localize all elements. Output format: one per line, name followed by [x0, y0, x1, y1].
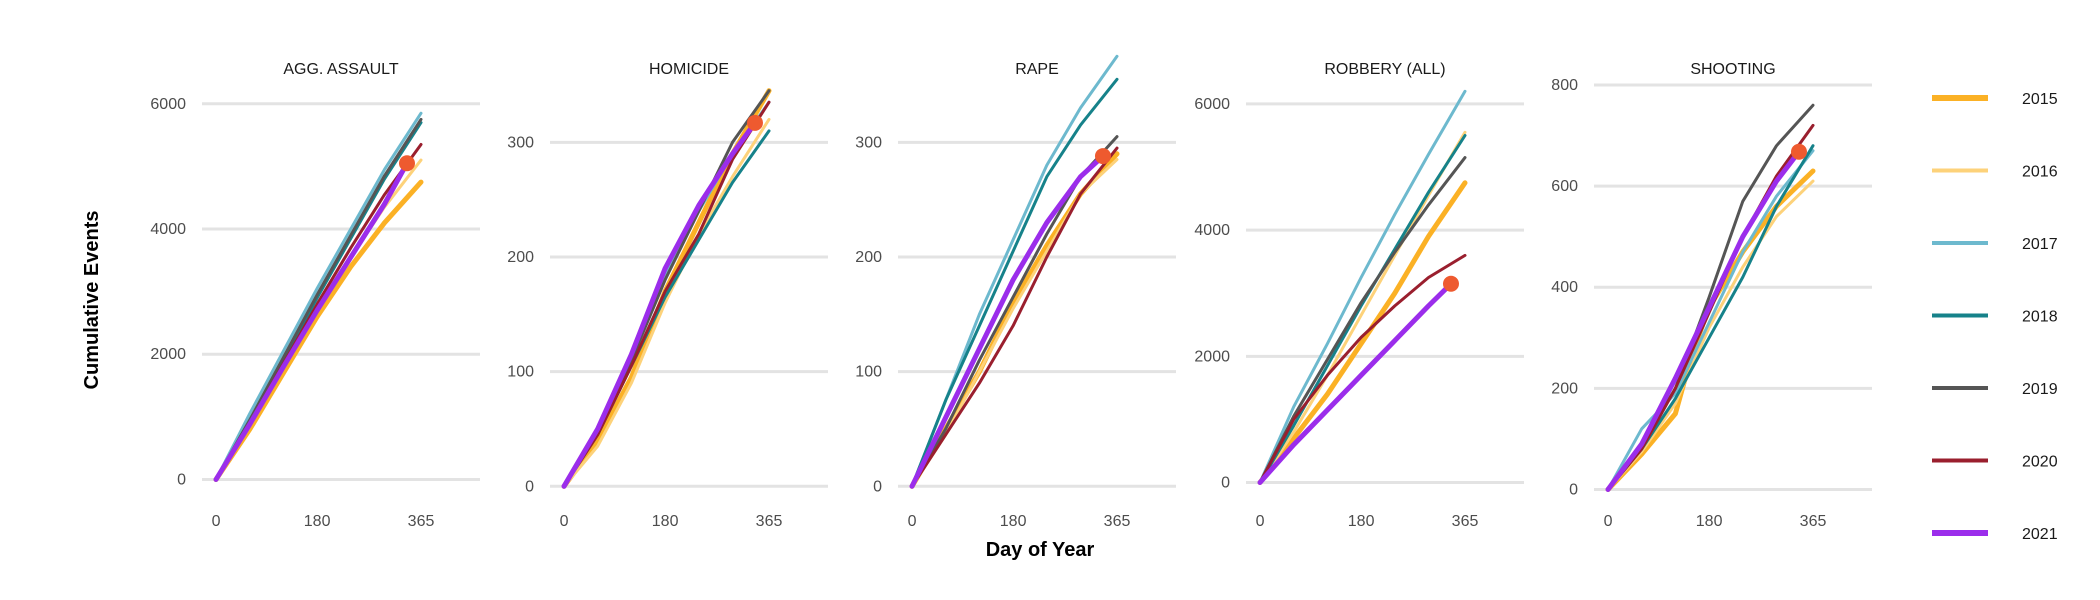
series-line-2019	[1258, 156, 1467, 484]
x-axis-title: Day of Year	[986, 539, 1095, 561]
y-tick-label: 800	[1551, 77, 1578, 94]
series-line-2021	[213, 160, 410, 482]
series-line-2021	[1257, 281, 1454, 485]
current-point-marker	[1790, 143, 1807, 160]
y-tick-label: 200	[1551, 380, 1578, 397]
current-point-marker	[398, 155, 415, 172]
legend-item-2015: 2015	[1932, 91, 2058, 108]
x-tick-label: 0	[212, 513, 221, 530]
legend-label: 2021	[2022, 526, 2058, 543]
y-tick-label: 0	[1569, 481, 1578, 498]
legend-item-2018: 2018	[1932, 309, 2058, 326]
series-line-2018	[1258, 134, 1467, 484]
series-line-2017	[1606, 149, 1815, 491]
series-line-2015	[1257, 180, 1468, 485]
panel-title: ROBBERY (ALL)	[1324, 61, 1445, 78]
x-tick-label: 180	[1348, 513, 1375, 530]
series-line-2020	[562, 100, 771, 488]
x-tick-label: 365	[408, 513, 435, 530]
x-tick-label: 365	[1104, 513, 1131, 530]
x-tick-label: 0	[1256, 513, 1265, 530]
series-line-2016	[1258, 130, 1467, 484]
x-tick-label: 180	[652, 513, 679, 530]
panel-agg-assault: AGG. ASSAULT 0 2000 4000 6000 0 180 365	[150, 61, 480, 530]
series-line-2016	[1606, 179, 1815, 491]
legend-label: 2019	[2022, 381, 2058, 398]
series-line-2016	[562, 117, 771, 488]
legend: 2015 2016 2017 2018 2019 2020 2021	[1932, 91, 2058, 543]
y-tick-label: 100	[507, 364, 534, 381]
legend-label: 2015	[2022, 91, 2058, 108]
x-tick-label: 365	[1800, 513, 1827, 530]
legend-label: 2018	[2022, 309, 2058, 326]
y-tick-label: 200	[507, 249, 534, 266]
y-tick-label: 600	[1551, 178, 1578, 195]
y-tick-label: 300	[507, 134, 534, 151]
series-line-2021	[909, 153, 1106, 489]
series-line-2021	[561, 120, 758, 489]
panel-title: HOMICIDE	[649, 61, 729, 78]
y-tick-label: 2000	[1194, 348, 1230, 365]
x-tick-label: 0	[1604, 513, 1613, 530]
legend-item-2017: 2017	[1932, 236, 2058, 253]
legend-item-2020: 2020	[1932, 454, 2058, 471]
panel-robbery-all: ROBBERY (ALL) 0 2000 4000 6000 0 180 365	[1194, 61, 1524, 530]
x-tick-label: 180	[1000, 513, 1027, 530]
legend-label: 2016	[2022, 164, 2058, 181]
panel-title: RAPE	[1015, 61, 1059, 78]
series-line-2017	[1258, 89, 1467, 484]
y-tick-label: 6000	[150, 96, 186, 113]
y-tick-label: 400	[1551, 279, 1578, 296]
y-tick-label: 4000	[150, 221, 186, 238]
series-line-2015	[1605, 168, 1816, 492]
legend-item-2021: 2021	[1932, 526, 2058, 543]
panel-title: SHOOTING	[1690, 61, 1775, 78]
series-line-2021	[1605, 149, 1802, 492]
legend-item-2016: 2016	[1932, 164, 2058, 181]
current-point-marker	[1094, 148, 1111, 165]
current-point-marker	[1442, 275, 1459, 292]
panel-rape: RAPE 0 100 200 300 0 180 365	[855, 54, 1176, 530]
y-tick-label: 100	[855, 364, 882, 381]
y-tick-label: 0	[1221, 475, 1230, 492]
series-line-2018	[910, 77, 1119, 488]
series-line-2020	[1258, 253, 1467, 484]
y-tick-label: 2000	[150, 346, 186, 363]
x-tick-label: 365	[756, 513, 783, 530]
panel-homicide: HOMICIDE 0 100 200 300 0 180 365	[507, 61, 828, 530]
legend-item-2019: 2019	[1932, 381, 2058, 398]
x-tick-label: 180	[1696, 513, 1723, 530]
panel-title: AGG. ASSAULT	[283, 61, 399, 78]
y-tick-label: 300	[855, 134, 882, 151]
legend-label: 2020	[2022, 454, 2058, 471]
y-tick-label: 200	[855, 249, 882, 266]
y-axis-title: Cumulative Events	[81, 211, 103, 390]
y-tick-label: 0	[525, 478, 534, 495]
y-tick-label: 0	[873, 478, 882, 495]
panel-shooting: SHOOTING 0 200 400 600 800 0 180 365	[1551, 61, 1872, 530]
y-tick-label: 6000	[1194, 96, 1230, 113]
x-tick-label: 365	[1452, 513, 1479, 530]
series-line-2020	[910, 146, 1119, 488]
x-tick-label: 180	[304, 513, 331, 530]
x-tick-label: 0	[908, 513, 917, 530]
y-tick-label: 0	[177, 471, 186, 488]
y-tick-label: 4000	[1194, 222, 1230, 239]
x-tick-label: 0	[560, 513, 569, 530]
series-line-2015	[213, 179, 424, 482]
series-line-2017	[214, 111, 423, 481]
legend-label: 2017	[2022, 236, 2058, 253]
current-point-marker	[746, 114, 763, 131]
